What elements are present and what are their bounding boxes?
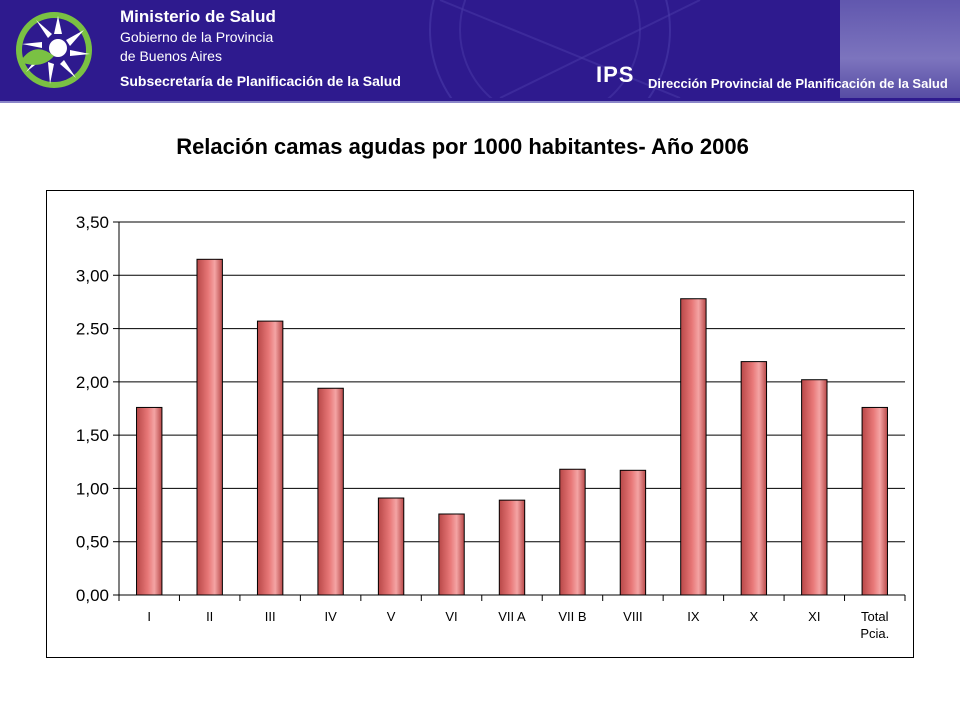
bar: [377, 497, 405, 596]
building-photo: [840, 0, 960, 98]
x-tick-label: IX: [687, 609, 700, 624]
x-tick-label: VII A: [498, 609, 526, 624]
y-tick-label: 1,50: [76, 426, 109, 445]
bar: [438, 513, 465, 596]
y-tick-label: 2,00: [76, 373, 109, 392]
bar: [196, 258, 223, 596]
ips-logo: IPS: [596, 62, 634, 88]
x-tick-label: V: [387, 609, 396, 624]
bar: [136, 406, 163, 596]
header-banner: Ministerio de Salud Gobierno de la Provi…: [0, 0, 960, 98]
x-tick-label: I: [147, 609, 151, 624]
decorative-arcs: [429, 0, 701, 98]
x-tick-label: VIII: [623, 609, 643, 624]
x-tick-label: VII B: [558, 609, 586, 624]
x-tick-label: III: [265, 609, 276, 624]
direccion-text: Dirección Provincial de Planificación de…: [648, 76, 948, 91]
banner-underline-accent: [0, 101, 960, 103]
ministry-line-2: Gobierno de la Provincia: [120, 29, 274, 45]
y-tick-label: 2.50: [76, 320, 109, 339]
ministry-logo-icon: [16, 12, 92, 88]
y-tick-label: 0,50: [76, 533, 109, 552]
bar: [680, 298, 707, 596]
ministry-text-block: Ministerio de Salud Gobierno de la Provi…: [120, 6, 401, 93]
chart-title: Relación camas agudas por 1000 habitante…: [176, 134, 749, 159]
banner-underline: [0, 98, 960, 103]
bar: [740, 361, 768, 596]
ministry-title: Ministerio de Salud: [120, 7, 276, 26]
x-tick-label: II: [206, 609, 213, 624]
bar: [619, 469, 647, 596]
ministry-line-3: de Buenos Aires: [120, 48, 222, 64]
x-tick-label: X: [750, 609, 759, 624]
bar: [559, 468, 586, 596]
x-tick-label: XI: [808, 609, 820, 624]
ips-logo-text: IPS: [596, 62, 635, 87]
y-tick-label: 1,00: [76, 479, 109, 498]
x-tick-label: VI: [445, 609, 457, 624]
bar: [498, 499, 526, 596]
bar-chart: 0,000,501,001,502,002.503,003,50I II III IV…: [76, 213, 906, 641]
bar: [317, 387, 344, 596]
y-tick-label: 3,50: [76, 213, 109, 232]
bar: [801, 379, 828, 596]
y-tick-label: 3,00: [76, 266, 109, 285]
x-tick-label: IV: [324, 609, 337, 624]
x-tick-label: Total Pcia.: [860, 609, 889, 641]
bar: [861, 406, 888, 596]
y-tick-label: 0,00: [76, 586, 109, 605]
chart-frame: 0,00 0,50 1,00 1,50 2,00 2.50 3,00 3,50 I II III IV…: [46, 190, 914, 658]
subsecretaria-text: Subsecretaría de Planificación de la Sal…: [120, 73, 401, 89]
bar: [256, 320, 284, 596]
